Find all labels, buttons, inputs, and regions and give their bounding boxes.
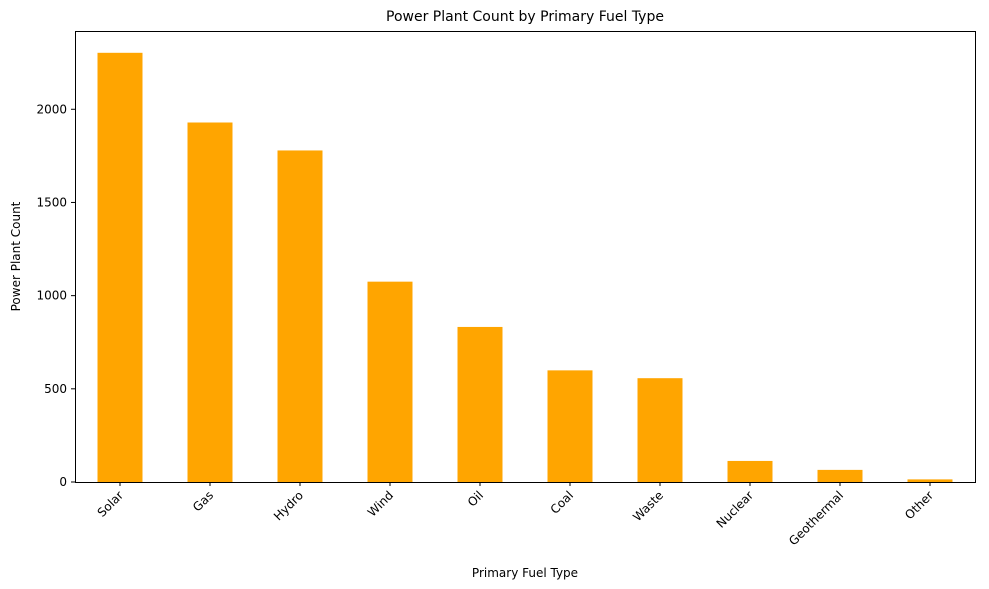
x-tick-label: Geothermal	[786, 488, 846, 548]
bar-coal	[547, 370, 593, 482]
bar-geothermal	[817, 469, 863, 482]
y-tick-label: 2000	[36, 102, 67, 116]
x-tick-label: Solar	[95, 488, 127, 520]
axes-frame	[75, 31, 976, 483]
bar-gas	[187, 122, 233, 482]
x-tick-label: Nuclear	[714, 488, 757, 531]
x-tick-label: Coal	[548, 488, 577, 517]
y-tick-label: 1500	[36, 195, 67, 209]
x-tick-label: Wind	[365, 488, 396, 519]
x-tick-label: Oil	[465, 488, 486, 509]
y-tick-label: 0	[59, 475, 67, 489]
y-tick-label: 1000	[36, 289, 67, 303]
x-tick-label: Other	[902, 488, 936, 522]
y-tick-label: 500	[44, 382, 67, 396]
bar-wind	[367, 281, 413, 482]
bar-waste	[637, 378, 683, 482]
x-tick-label: Hydro	[271, 488, 306, 523]
bars	[97, 52, 953, 483]
plot-area: 0 500 1000 1500 2000 Solar Gas Hydro Wind Oil Coa…	[36, 31, 976, 548]
x-axis-label: Primary Fuel Type	[472, 566, 578, 580]
bar-nuclear	[727, 460, 773, 482]
bar-hydro	[277, 150, 323, 482]
x-tick-label: Waste	[630, 488, 666, 524]
x-axis-ticks: Solar Gas Hydro Wind Oil Coal Waste Nuclear Geot…	[95, 482, 936, 548]
chart-title: Power Plant Count by Primary Fuel Type	[386, 9, 664, 25]
bar-solar	[97, 52, 143, 483]
bar-other	[907, 479, 953, 482]
bar-oil	[457, 326, 503, 482]
x-tick-label: Gas	[190, 488, 216, 514]
y-axis-ticks: 0 500 1000 1500 2000	[36, 102, 75, 489]
y-axis-label: Power Plant Count	[9, 201, 23, 311]
